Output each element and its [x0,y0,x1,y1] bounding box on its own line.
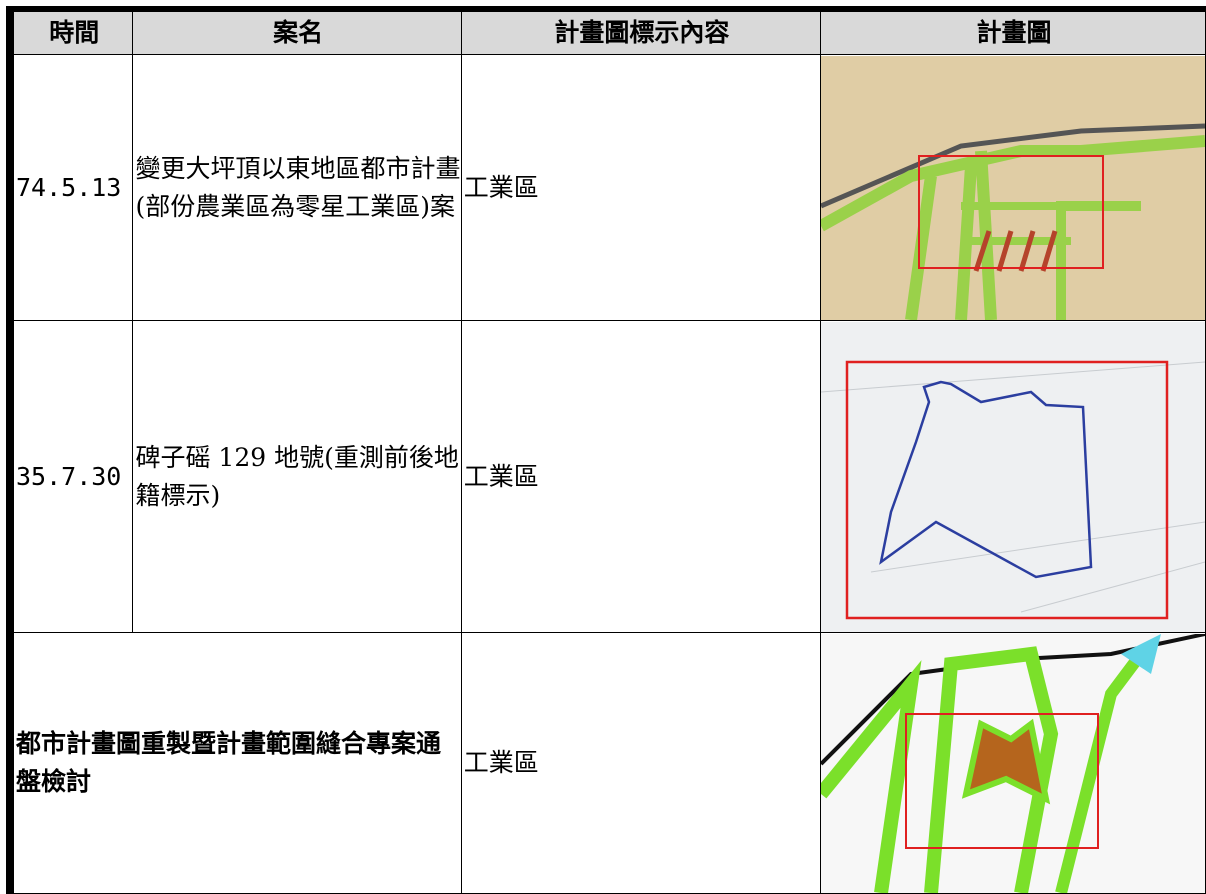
row: 35.7.30 碑子磘 129 地號(重測前後地籍標示) 工業區 [9,320,1206,633]
map-cell [819,632,1206,894]
map-image [821,321,1205,632]
header-cell: 時間 [9,8,134,55]
map-cell [819,320,1206,633]
map-image [821,55,1205,320]
content-cell: 工業區 [460,632,821,894]
row: 都市計畫圖重製暨計畫範圍縫合專案通盤檢討 工業區 [9,632,1206,894]
header-cell: 計畫圖標示內容 [460,8,821,55]
header-cell: 案名 [132,8,462,55]
date-cell: 35.7.30 [9,320,134,633]
row: 74.5.13 變更大坪頂以東地區都市計畫(部份農業區為零星工業區)案 工業區 [9,54,1206,321]
map-image [821,633,1205,893]
case-cell: 碑子磘 129 地號(重測前後地籍標示) [132,320,462,633]
case-cell: 都市計畫圖重製暨計畫範圍縫合專案通盤檢討 [9,632,462,894]
map-cell [819,54,1206,321]
content-cell: 工業區 [460,320,821,633]
header-cell: 計畫圖 [819,8,1206,55]
content-cell: 工業區 [460,54,821,321]
header-row: 時間 案名 計畫圖標示內容 計畫圖 [9,8,1206,55]
case-cell: 變更大坪頂以東地區都市計畫(部份農業區為零星工業區)案 [132,54,462,321]
plan-table: 時間 案名 計畫圖標示內容 計畫圖 74.5.13 變更大坪頂以東地區都市計畫(… [6,6,1206,894]
date-cell: 74.5.13 [9,54,134,321]
